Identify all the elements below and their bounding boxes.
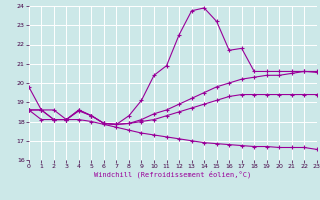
X-axis label: Windchill (Refroidissement éolien,°C): Windchill (Refroidissement éolien,°C) (94, 171, 252, 178)
